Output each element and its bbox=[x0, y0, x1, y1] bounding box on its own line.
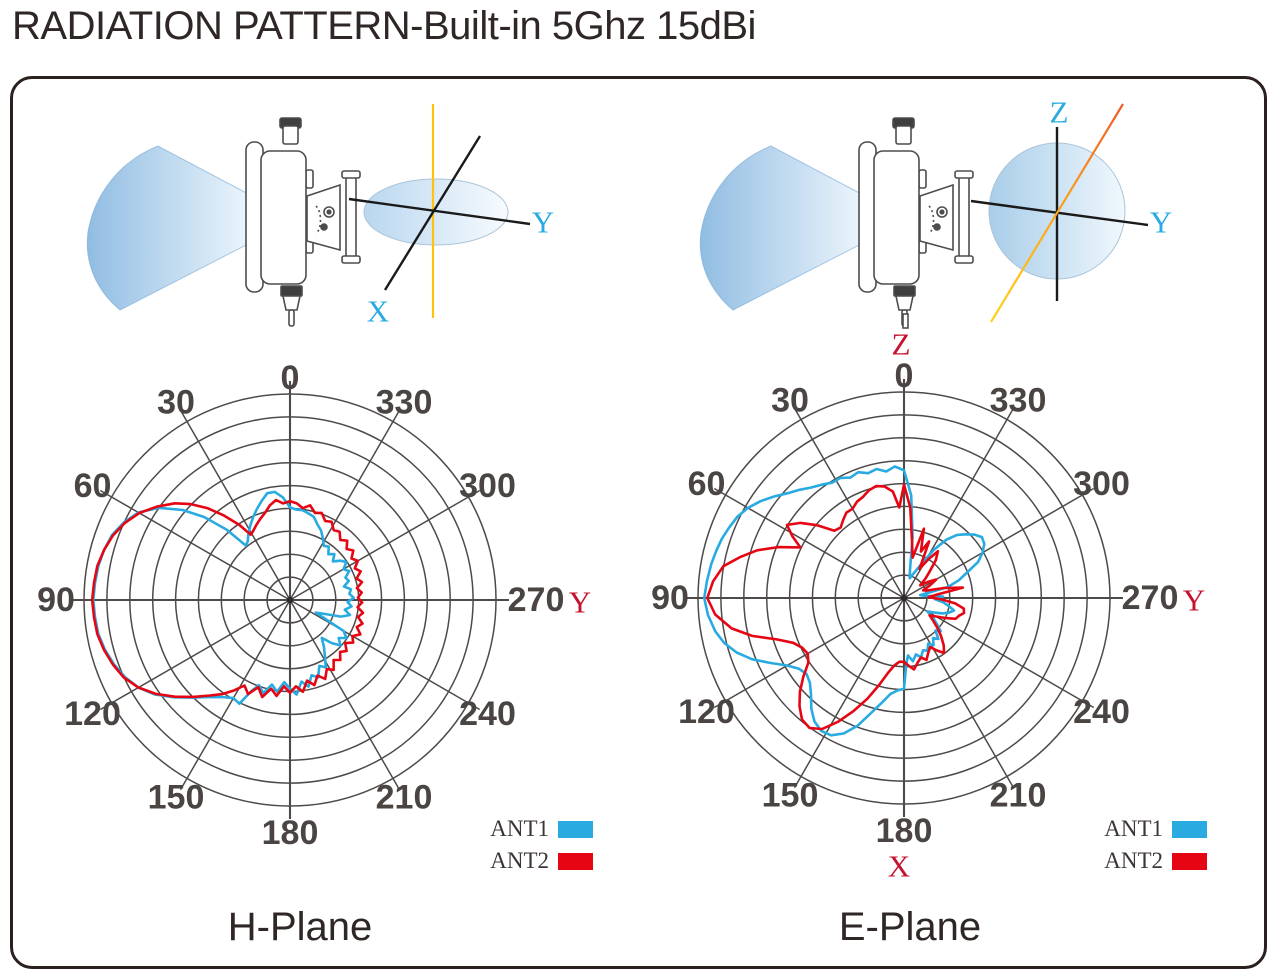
polar-grid-spoke bbox=[903, 597, 1095, 709]
e-axis-y-label: Y bbox=[1150, 205, 1172, 240]
polar-angle-label: 120 bbox=[678, 693, 735, 731]
e-plane-polar-chart: 0 30 60 90 120 150 180 210 240 270 300 330 bbox=[651, 357, 1178, 850]
legend-label-ant2: ANT2 bbox=[1104, 848, 1163, 873]
legend-swatch-ant1 bbox=[558, 820, 593, 838]
h-axis-x-label: X bbox=[367, 294, 389, 329]
legend-label-ant1: ANT1 bbox=[1104, 816, 1163, 841]
polar-angle-label: 30 bbox=[157, 384, 195, 422]
e-polar-x-label: X bbox=[888, 849, 910, 884]
legend-label-ant2: ANT2 bbox=[490, 848, 549, 873]
h-axis-y-label: Y bbox=[532, 205, 554, 240]
legend-row-ant2: ANT2 bbox=[1075, 848, 1207, 874]
polar-angle-label: 270 bbox=[508, 581, 565, 619]
h-antenna-illustration: X Y bbox=[86, 104, 554, 329]
e-antenna-device bbox=[858, 117, 974, 327]
series-ant2 bbox=[706, 483, 966, 731]
polar-angle-label: 60 bbox=[74, 467, 112, 505]
polar-grid-spoke bbox=[289, 409, 401, 601]
polar-angle-label: 270 bbox=[1122, 579, 1179, 617]
polar-angle-label: 30 bbox=[771, 382, 809, 420]
h-plane-legend: ANT1 ANT2 bbox=[461, 816, 593, 874]
e-antenna-pole bbox=[902, 313, 909, 329]
h-antenna-device bbox=[245, 117, 361, 327]
polar-grid-spoke bbox=[793, 597, 905, 789]
polar-grid-spoke bbox=[793, 407, 905, 599]
legend-label-ant1: ANT1 bbox=[490, 816, 549, 841]
polar-angle-label: 210 bbox=[990, 777, 1047, 815]
polar-grid-spoke bbox=[289, 599, 481, 711]
polar-grid-spoke bbox=[713, 597, 905, 709]
polar-center-dot bbox=[286, 596, 294, 604]
polar-grid-spoke bbox=[99, 599, 291, 711]
polar-angle-label: 210 bbox=[376, 779, 433, 817]
polar-grid-spoke bbox=[903, 597, 1015, 789]
polar-angle-label: 300 bbox=[459, 467, 516, 505]
polar-grid-spoke bbox=[179, 599, 291, 791]
legend-row-ant1: ANT1 bbox=[1075, 816, 1207, 842]
polar-angle-label: 330 bbox=[376, 384, 433, 422]
legend-row-ant2: ANT2 bbox=[461, 848, 593, 874]
legend-swatch-ant2 bbox=[1172, 852, 1207, 870]
h-plane-polar-chart: 0 30 60 90 120 150 180 210 240 270 300 330 bbox=[37, 359, 564, 852]
e-axis-z-bottom-label: Z bbox=[892, 327, 911, 362]
polar-angle-label: 150 bbox=[762, 777, 819, 815]
polar-angle-label: 0 bbox=[895, 357, 914, 395]
h-polar-y-label: Y bbox=[569, 585, 591, 620]
e-plane-title: E-Plane bbox=[838, 905, 982, 949]
series-ant2 bbox=[90, 498, 365, 699]
polar-angle-label: 240 bbox=[459, 695, 516, 733]
legend-swatch-ant2 bbox=[558, 852, 593, 870]
polar-angle-label: 120 bbox=[64, 695, 121, 733]
series-ant1 bbox=[92, 490, 356, 705]
e-axis-diagonal-gradient-line bbox=[990, 103, 1124, 323]
e-antenna-illustration: Z Y Z bbox=[699, 95, 1172, 362]
e-axis-y-line bbox=[970, 199, 1149, 227]
polar-angle-label: 0 bbox=[281, 359, 300, 397]
polar-grid-spoke bbox=[289, 489, 481, 601]
polar-grid-spoke bbox=[179, 409, 291, 601]
pattern-panel bbox=[10, 76, 1267, 969]
polar-angle-label: 330 bbox=[990, 382, 1047, 420]
h-plane-title: H-Plane bbox=[227, 905, 373, 949]
polar-angle-label: 240 bbox=[1073, 693, 1130, 731]
legend-swatch-ant1 bbox=[1172, 820, 1207, 838]
polar-grid-spoke bbox=[289, 599, 401, 791]
e-axis-z-top-label: Z bbox=[1050, 95, 1069, 130]
polar-angle-label: 180 bbox=[262, 814, 319, 852]
polar-angle-label: 60 bbox=[688, 465, 726, 503]
polar-center-dot bbox=[900, 594, 908, 602]
polar-angle-label: 300 bbox=[1073, 465, 1130, 503]
polar-grid-spoke bbox=[713, 487, 905, 599]
e-polar-y-label: Y bbox=[1183, 583, 1205, 618]
polar-grid-spoke bbox=[99, 489, 291, 601]
polar-angle-label: 90 bbox=[37, 581, 75, 619]
e-plane-legend: ANT1 ANT2 bbox=[1075, 816, 1207, 874]
polar-angle-label: 180 bbox=[876, 812, 933, 850]
polar-angle-label: 150 bbox=[148, 779, 205, 817]
page-title: RADIATION PATTERN-Built-in 5Ghz 15dBi bbox=[12, 4, 756, 48]
polar-angle-label: 90 bbox=[651, 579, 689, 617]
h-axis-y-line bbox=[348, 197, 531, 226]
h-axis-x-line bbox=[383, 135, 482, 291]
legend-row-ant1: ANT1 bbox=[461, 816, 593, 842]
e-beam-cone bbox=[699, 145, 866, 311]
h-beam-cone bbox=[86, 145, 253, 311]
